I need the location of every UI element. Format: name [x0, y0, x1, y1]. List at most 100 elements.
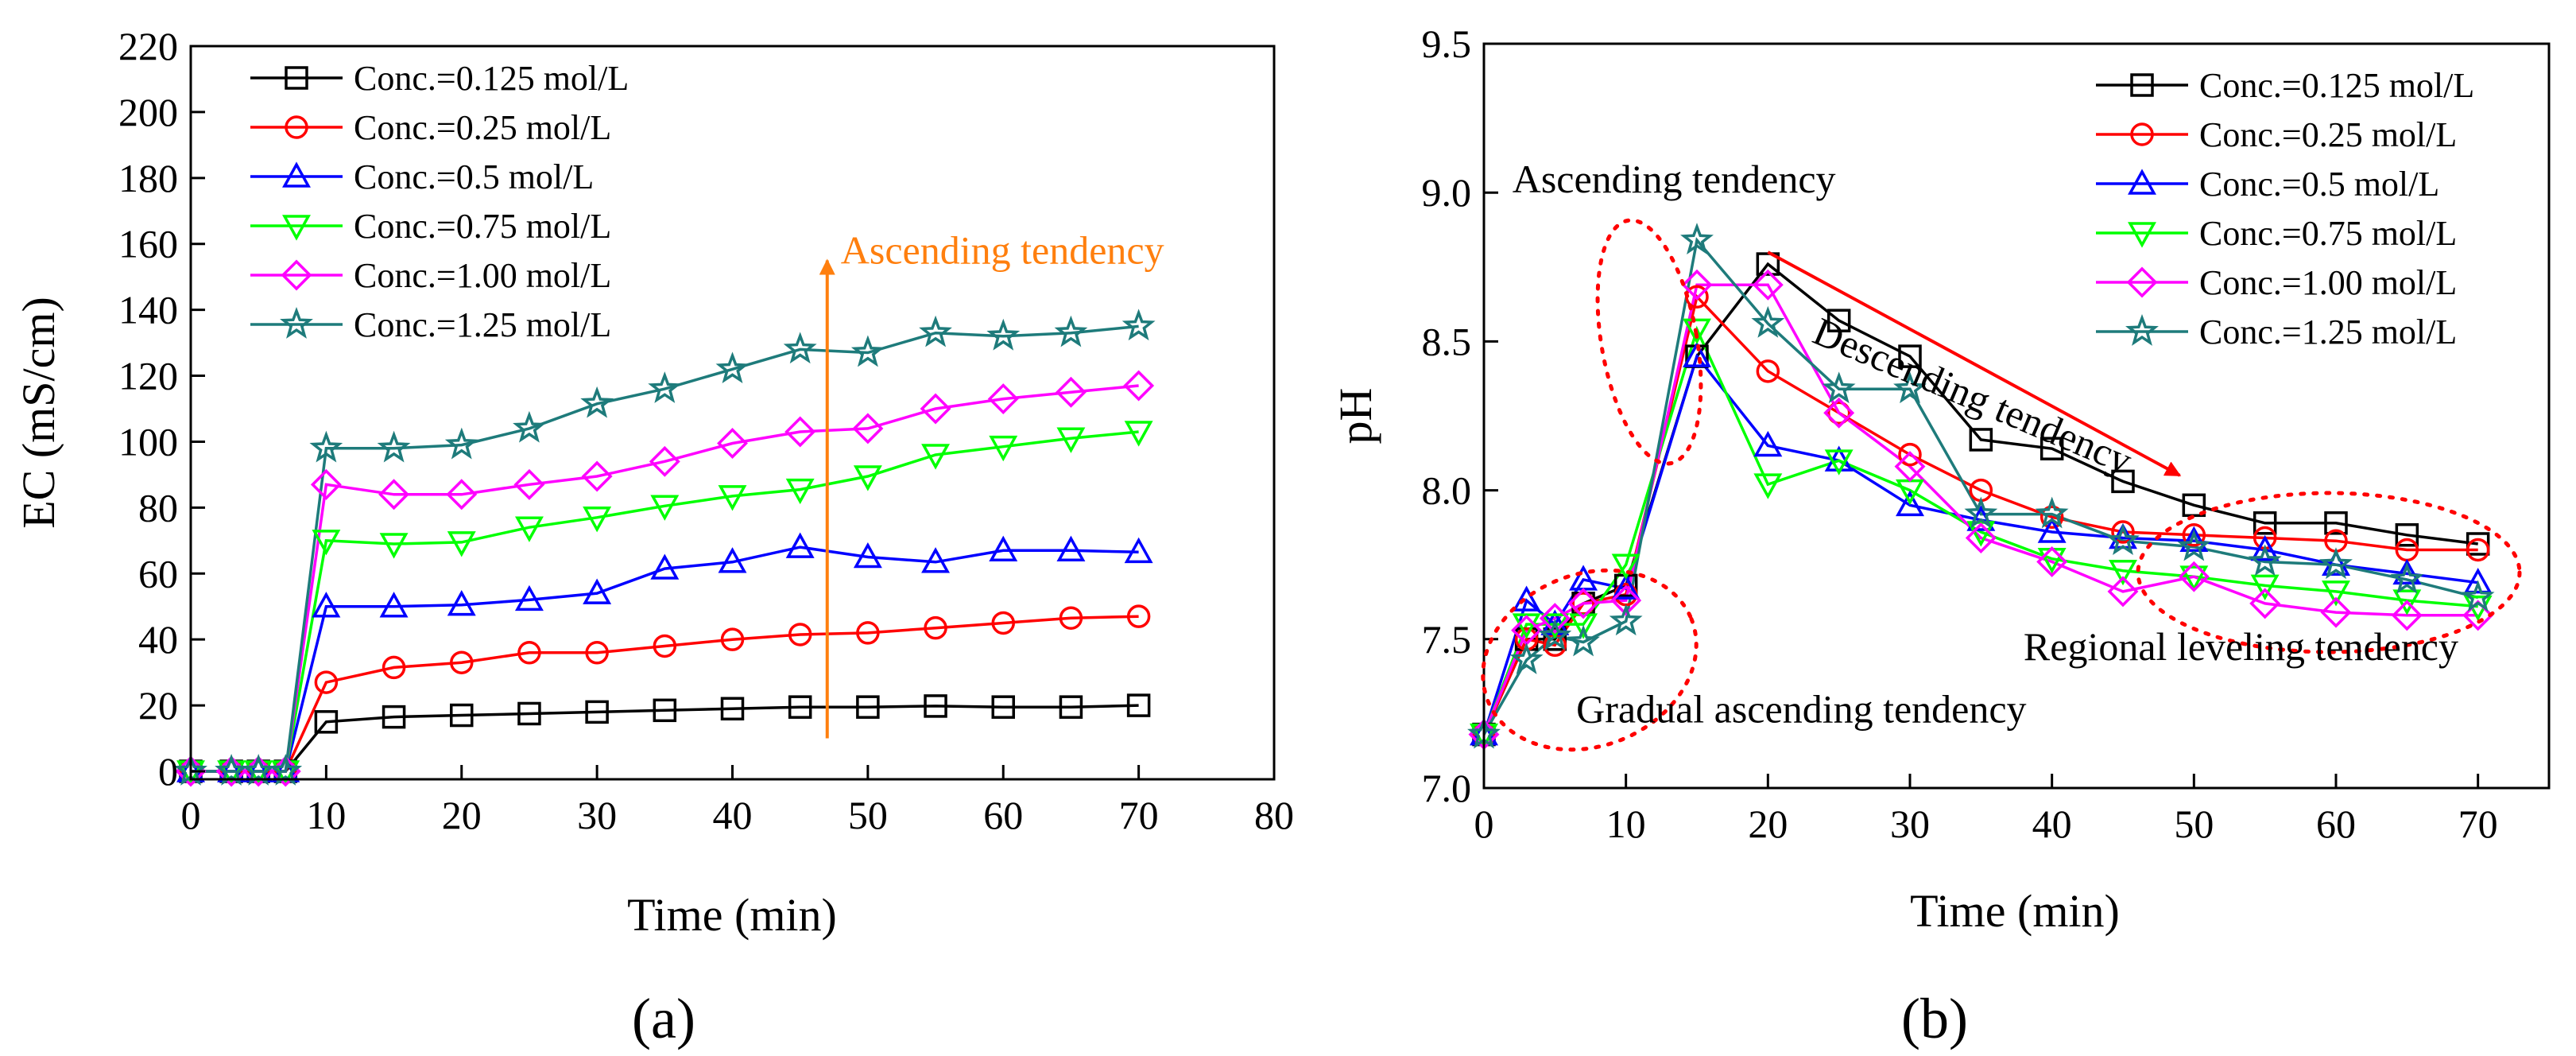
ec-data-point: [1054, 315, 1088, 347]
ec-data-point: [446, 479, 478, 511]
ph-y-tick-label: 9.5: [1422, 21, 1472, 66]
ph-legend-label: Conc.=1.00 mol/L: [2199, 263, 2457, 302]
ec-legend-label: Conc.=1.25 mol/L: [354, 305, 611, 344]
ph-data-point: [2111, 520, 2135, 544]
ec-x-tick-label: 80: [1254, 793, 1294, 837]
ec-series-line-2: [191, 545, 1139, 773]
ph-legend-label: Conc.=0.5 mol/L: [2199, 165, 2439, 204]
ec-plot-frame: [189, 45, 1276, 781]
ph-x-tick-label: 60: [2316, 802, 2356, 846]
ph-data-point: [2320, 596, 2352, 628]
ph-data-point: [1683, 341, 1711, 367]
descending-arrow: [1767, 250, 2182, 477]
ph-plot-frame: [1482, 42, 2551, 790]
ec-data-point: [853, 542, 882, 569]
ec-data-point: [856, 621, 880, 645]
ph-y-tick-label: 8.0: [1422, 468, 1472, 513]
ph-data-point: [2035, 496, 2069, 529]
ph-legend-label: Conc.=0.75 mol/L: [2199, 214, 2457, 253]
ec-data-point: [447, 531, 476, 557]
ec-x-tick-label: 60: [983, 793, 1023, 837]
ph-data-point: [2111, 469, 2135, 494]
ec-legend-label: Conc.=0.25 mol/L: [354, 108, 611, 147]
ec-data-point: [1124, 537, 1153, 564]
ec-data-point: [585, 641, 609, 665]
ph-data-point: [1610, 584, 1642, 616]
ph-x-tick-label: 70: [2458, 802, 2498, 846]
ec-data-point: [314, 670, 339, 694]
ph-data-point: [2039, 437, 2064, 460]
ph-x-tick-label: 50: [2174, 802, 2214, 846]
ec-y-tick-label: 40: [138, 617, 178, 662]
ec-x-tick-label: 10: [306, 793, 346, 837]
ec-data-point: [717, 428, 748, 460]
ec-data-point: [924, 694, 947, 718]
ec-data-point: [718, 485, 747, 511]
ph-x-tick-label: 10: [1606, 802, 1646, 846]
ec-data-point: [450, 703, 474, 728]
ec-data-point: [718, 547, 747, 573]
ascending-tendency-label: Ascending tendency: [1513, 157, 1836, 201]
ph-data-point: [1569, 613, 1598, 639]
ec-data-point: [513, 468, 545, 500]
ec-legend: Conc.=0.125 mol/L Conc.=0.25 mol/L Conc.=0…: [250, 59, 629, 344]
ec-data-point: [921, 547, 951, 573]
ph-data-point: [2391, 600, 2423, 631]
gradual-ascending-label: Gradual ascending tendency: [1576, 687, 2026, 732]
ec-data-point: [310, 468, 342, 500]
ec-data-point: [1056, 427, 1086, 453]
ec-data-point: [784, 416, 816, 448]
ph-data-point: [1964, 496, 1998, 529]
ec-legend-label: Conc.=0.125 mol/L: [354, 59, 629, 98]
ec-data-point: [720, 627, 745, 651]
ec-data-point: [450, 650, 474, 674]
ec-data-point: [312, 592, 341, 618]
ph-y-tick-label: 7.0: [1422, 766, 1472, 810]
ec-data-point: [1055, 376, 1087, 408]
ph-legend-label: Conc.=1.25 mol/L: [2199, 313, 2457, 351]
leveling-region-ellipse: [2136, 491, 2522, 654]
ph-legend-marker: [2128, 222, 2156, 248]
ph-data-point: [1512, 613, 1541, 639]
ph-data-point: [1753, 473, 1783, 499]
ec-data-point: [785, 532, 815, 558]
ph-data-point: [2466, 532, 2490, 556]
ec-x-tick-label: 0: [181, 793, 201, 837]
ph-data-point: [1753, 430, 1783, 457]
ph-data-point: [2392, 558, 2422, 585]
ph-data-point: [1824, 449, 1854, 476]
ec-data-point: [856, 695, 880, 719]
ec-y-tick-label: 100: [118, 419, 178, 464]
ph-legend-marker: [2125, 314, 2159, 346]
ec-data-point: [314, 710, 339, 734]
ph-data-point: [1681, 269, 1713, 301]
ec-legend-marker: [281, 259, 312, 291]
ec-data-point: [585, 700, 609, 724]
ec-chart: 0 10 20 30 40 50 60 70 80 0 20 40 60 80 100 120 140 160 18…: [13, 24, 1294, 1050]
ec-data-point: [989, 435, 1018, 462]
ec-data-point: [783, 332, 817, 364]
ec-data-point: [517, 641, 541, 665]
ec-data-point: [378, 479, 410, 511]
ec-data-point: [785, 478, 815, 505]
ec-legend-marker: [280, 307, 313, 339]
ph-data-point: [1567, 588, 1599, 619]
ec-y-tick-label: 120: [118, 354, 178, 398]
ph-y-tick-label: 8.5: [1422, 319, 1472, 363]
ph-data-point: [1543, 627, 1567, 651]
ph-data-point: [2036, 545, 2068, 577]
ph-data-point: [1826, 309, 1851, 332]
ec-data-point: [649, 445, 680, 477]
ec-data-point: [514, 584, 544, 611]
ec-data-point: [991, 611, 1015, 635]
ph-data-point: [2179, 565, 2209, 592]
ec-data-point: [514, 516, 544, 542]
ec-legend-marker: [285, 115, 308, 139]
ec-data-point: [583, 578, 612, 604]
ph-legend-label: Conc.=0.125 mol/L: [2199, 66, 2474, 105]
ph-data-point: [2392, 589, 2422, 615]
ph-data-point: [1751, 305, 1785, 338]
ph-data-point: [2039, 505, 2064, 530]
ph-data-point: [2322, 580, 2350, 607]
ph-data-point: [1611, 573, 1641, 600]
